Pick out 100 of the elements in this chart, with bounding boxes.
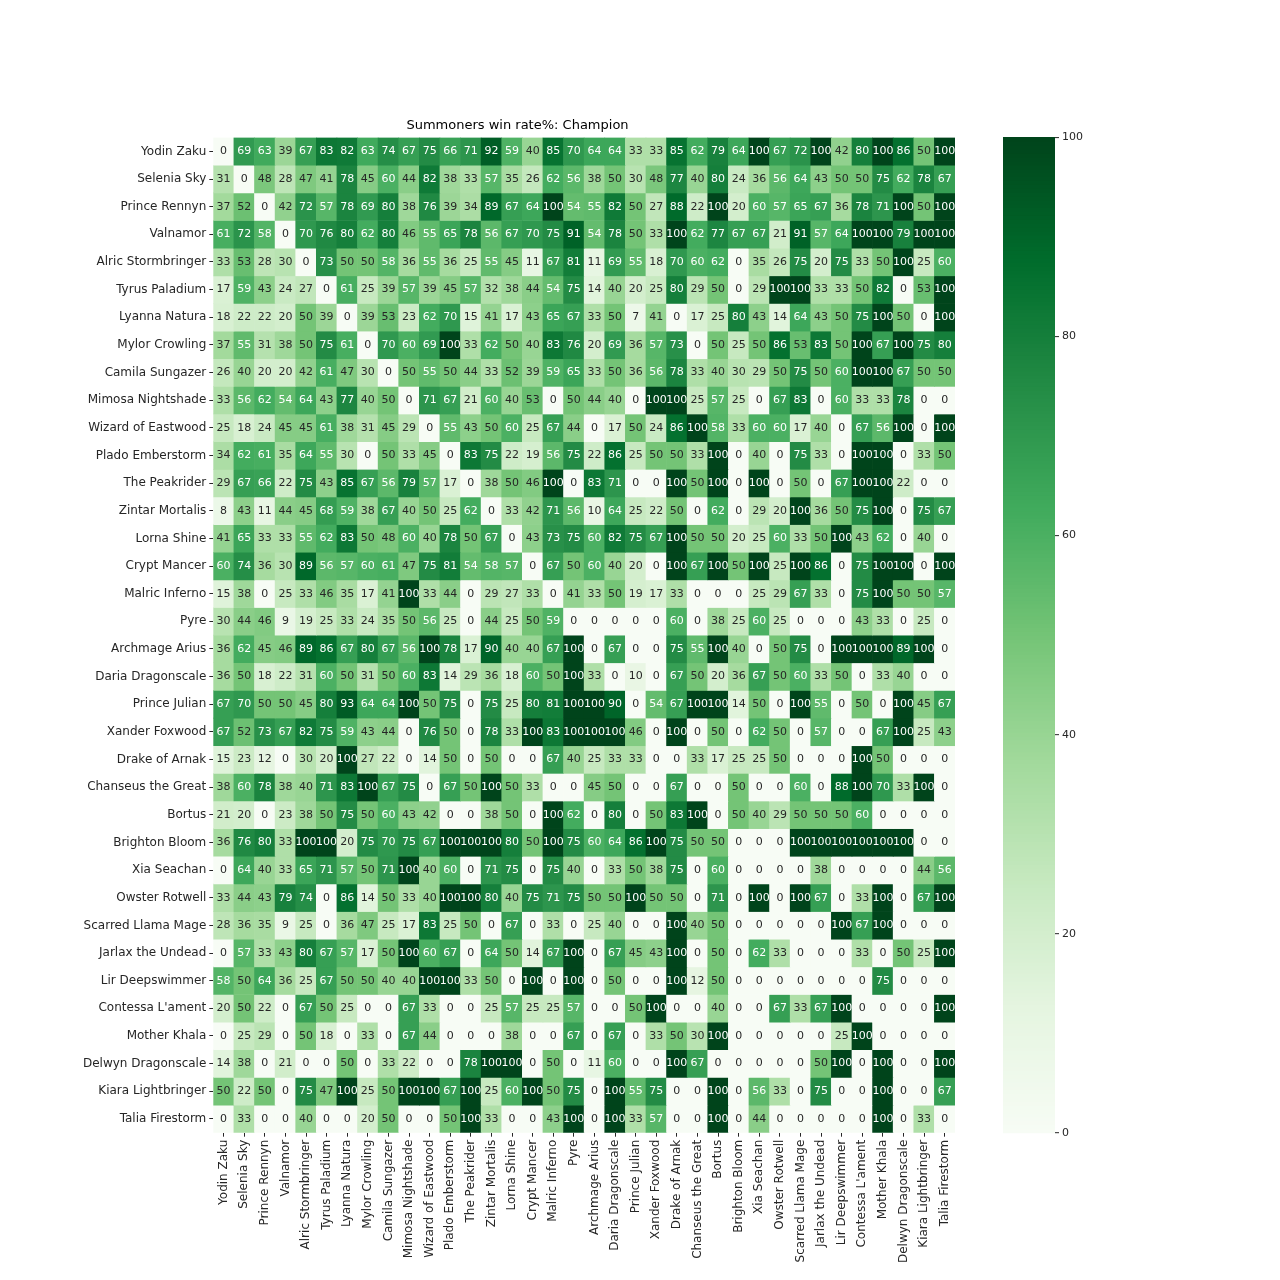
data-label: 100 <box>357 780 379 794</box>
data-label: 100 <box>851 227 873 241</box>
data-label: 0 <box>467 807 475 821</box>
data-label: 76 <box>319 227 334 241</box>
data-label: 67 <box>937 1084 952 1098</box>
data-label: 0 <box>673 1084 681 1098</box>
data-label: 0 <box>529 918 537 932</box>
data-label: 40 <box>505 393 520 407</box>
data-label: 54 <box>649 697 664 711</box>
data-label: 0 <box>693 890 701 904</box>
data-label: 0 <box>899 862 907 876</box>
data-label: 59 <box>340 724 355 738</box>
data-label: 0 <box>920 918 928 932</box>
data-label: 100 <box>934 1001 956 1015</box>
data-label: 64 <box>608 835 623 849</box>
color-bar-label: 40 <box>1062 727 1076 741</box>
data-label: 11 <box>587 254 602 268</box>
data-label: 0 <box>858 1056 866 1070</box>
data-label: 67 <box>608 1028 623 1042</box>
data-label: 0 <box>899 1056 907 1070</box>
data-label: 0 <box>838 752 846 766</box>
data-label: 75 <box>546 862 561 876</box>
data-label: 89 <box>299 641 314 655</box>
data-label: 24 <box>278 282 293 296</box>
data-label: 100 <box>892 254 914 268</box>
data-label: 60 <box>752 614 767 628</box>
data-label: 0 <box>838 1084 846 1098</box>
data-label: 40 <box>402 503 417 517</box>
data-label: 0 <box>467 1001 475 1015</box>
data-label: 0 <box>796 862 804 876</box>
data-label: 100 <box>934 227 956 241</box>
data-label: 22 <box>381 752 396 766</box>
data-label: 67 <box>278 724 293 738</box>
data-label: 83 <box>793 393 808 407</box>
data-label: 0 <box>529 807 537 821</box>
data-label: 75 <box>566 1084 581 1098</box>
data-label: 40 <box>402 973 417 987</box>
data-label: 67 <box>814 1001 829 1015</box>
data-label: 40 <box>505 641 520 655</box>
x-tick-label: Camila Sungazer <box>380 1139 395 1242</box>
data-label: 23 <box>237 752 252 766</box>
data-label: 61 <box>381 558 396 572</box>
data-label: 62 <box>875 531 890 545</box>
data-label: 20 <box>731 199 746 213</box>
data-label: 75 <box>566 282 581 296</box>
data-label: 75 <box>505 862 520 876</box>
data-label: 50 <box>608 310 623 324</box>
data-label: 100 <box>666 558 688 572</box>
data-label: 0 <box>735 475 743 489</box>
data-label: 0 <box>693 1084 701 1098</box>
data-label: 100 <box>934 945 956 959</box>
data-label: 0 <box>590 945 598 959</box>
data-label: 100 <box>851 835 873 849</box>
data-label: 100 <box>748 475 770 489</box>
data-label: 0 <box>693 337 701 351</box>
data-label: 80 <box>340 227 355 241</box>
data-label: 70 <box>381 835 396 849</box>
data-label: 40 <box>690 918 705 932</box>
data-label: 25 <box>319 614 334 628</box>
data-label: 100 <box>707 1028 729 1042</box>
data-label: 100 <box>913 780 935 794</box>
data-label: 33 <box>917 1111 932 1125</box>
data-label: 0 <box>735 1111 743 1125</box>
data-label: 0 <box>261 1111 269 1125</box>
data-label: 57 <box>237 945 252 959</box>
data-label: 67 <box>546 945 561 959</box>
data-label: 50 <box>752 337 767 351</box>
data-label: 50 <box>793 807 808 821</box>
data-label: 0 <box>467 724 475 738</box>
data-label: 0 <box>590 614 598 628</box>
data-label: 67 <box>814 890 829 904</box>
data-label: 56 <box>484 227 499 241</box>
data-label: 0 <box>838 558 846 572</box>
data-label: 100 <box>892 199 914 213</box>
data-label: 0 <box>384 1028 392 1042</box>
data-label: 0 <box>755 1001 763 1015</box>
data-label: 65 <box>793 199 808 213</box>
data-label: 43 <box>752 310 767 324</box>
data-label: 50 <box>484 973 499 987</box>
data-label: 57 <box>463 282 478 296</box>
data-label: 12 <box>690 973 705 987</box>
data-label: 50 <box>711 945 726 959</box>
data-label: 17 <box>443 475 458 489</box>
data-label: 0 <box>920 1084 928 1098</box>
data-label: 80 <box>731 310 746 324</box>
data-label: 100 <box>522 973 544 987</box>
data-label: 0 <box>652 780 660 794</box>
data-label: 67 <box>216 697 231 711</box>
data-label: 46 <box>628 724 643 738</box>
data-label: 0 <box>776 835 784 849</box>
data-label: 25 <box>237 1028 252 1042</box>
data-label: 60 <box>608 1056 623 1070</box>
data-label: 0 <box>652 614 660 628</box>
data-label: 29 <box>772 807 787 821</box>
data-label: 100 <box>789 835 811 849</box>
data-label: 60 <box>402 669 417 683</box>
data-label: 78 <box>443 641 458 655</box>
y-tick-label: Xander Foxwood <box>106 724 207 739</box>
data-label: 43 <box>855 531 870 545</box>
data-label: 100 <box>872 365 894 379</box>
